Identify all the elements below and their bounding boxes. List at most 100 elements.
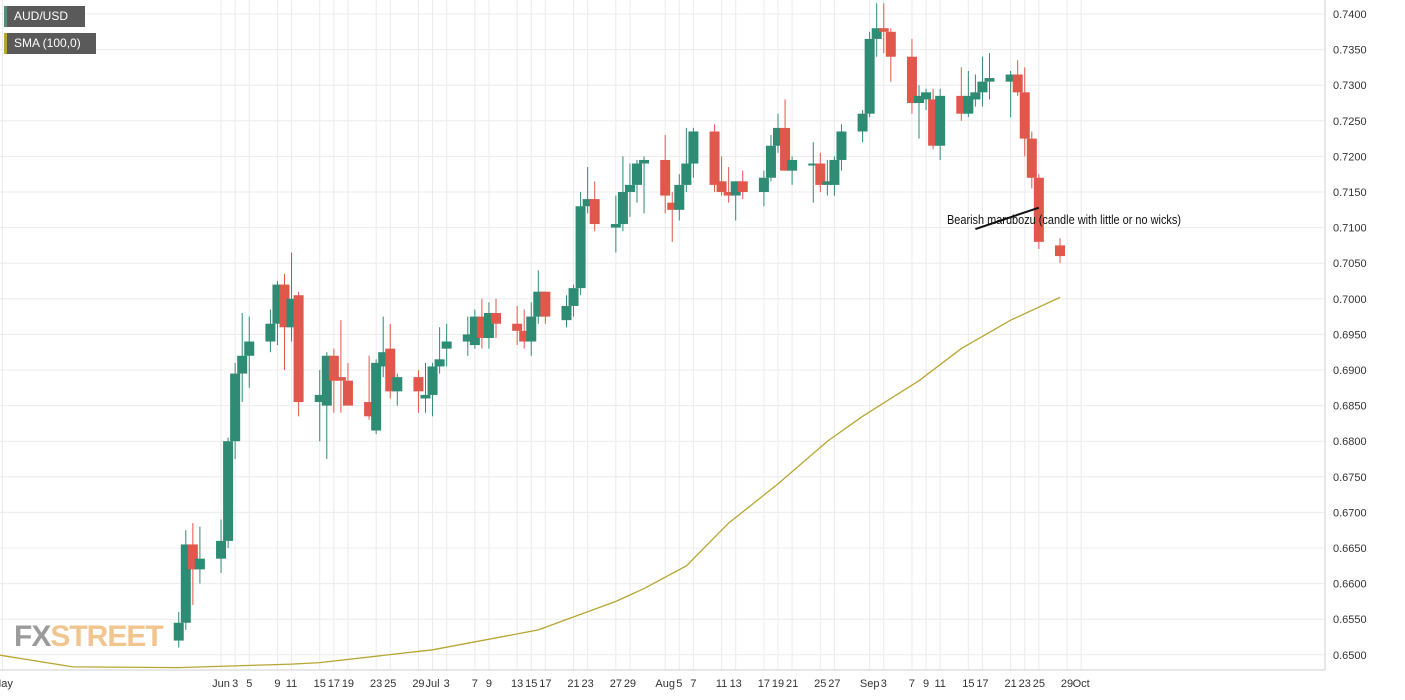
candle-body xyxy=(857,113,868,132)
symbol-legend: AUD/USD xyxy=(4,6,85,27)
bullish-candle xyxy=(1005,70,1016,118)
bullish-candle xyxy=(378,316,389,378)
bullish-candle xyxy=(688,127,699,178)
bullish-candle xyxy=(822,159,833,196)
y-tick-label: 0.7250 xyxy=(1333,116,1367,128)
candle-body xyxy=(639,159,650,164)
candle-body xyxy=(293,295,304,403)
bullish-candle xyxy=(272,281,283,346)
candle-body xyxy=(180,544,191,623)
candle-body xyxy=(935,95,946,146)
x-tick-label: 21 xyxy=(786,678,798,690)
bearish-candle xyxy=(956,67,967,121)
bearish-candle xyxy=(476,298,487,349)
bullish-candle xyxy=(935,88,946,160)
candle-body xyxy=(364,402,375,417)
candle-body xyxy=(723,192,734,196)
x-tick-label: 23 xyxy=(582,678,594,690)
x-tick-label: 11 xyxy=(716,678,727,690)
candle-body xyxy=(681,163,692,185)
x-tick-label: 11 xyxy=(286,678,297,690)
x-tick-label: 9 xyxy=(274,678,280,690)
annotation-pointer-line xyxy=(975,206,1040,230)
candle-body xyxy=(321,355,332,406)
y-tick-label: 0.6800 xyxy=(1333,436,1367,448)
candle-body xyxy=(970,92,981,100)
fxstreet-logo: FXSTREET xyxy=(14,620,164,654)
candle-body xyxy=(314,394,325,403)
candle-body xyxy=(864,38,875,114)
candle-body xyxy=(187,544,198,570)
symbol-swatch xyxy=(4,6,7,27)
bullish-candle xyxy=(568,284,579,317)
bullish-candle xyxy=(286,252,297,342)
x-tick-label: Aug xyxy=(655,678,675,690)
bullish-candle xyxy=(194,526,205,584)
candle-body xyxy=(914,95,924,103)
candle-body xyxy=(730,181,741,196)
y-tick-label: 0.7300 xyxy=(1333,80,1367,92)
bullish-candle xyxy=(674,174,685,221)
x-tick-label: 29 xyxy=(1061,678,1073,690)
candle-body xyxy=(589,199,600,225)
candle-body xyxy=(476,316,487,338)
candle-body xyxy=(378,352,389,367)
bearish-candle xyxy=(1055,238,1065,264)
candle-body xyxy=(441,341,452,349)
candle-body xyxy=(462,334,473,342)
candle-body xyxy=(279,284,290,328)
sma-label: SMA (100,0) xyxy=(14,36,81,50)
candle-body xyxy=(737,181,748,192)
x-tick-label: 25 xyxy=(814,678,826,690)
x-tick-label: Jun xyxy=(212,678,230,690)
candle-body xyxy=(420,394,431,399)
sma-swatch xyxy=(4,33,7,54)
candle-body xyxy=(610,224,621,228)
candle-body xyxy=(194,558,205,570)
bullish-candle xyxy=(173,612,184,648)
bullish-candle xyxy=(836,124,847,171)
candle-body xyxy=(667,202,678,210)
symbol-label: AUD/USD xyxy=(14,9,69,23)
x-tick-label: 17 xyxy=(758,678,770,690)
candle-body xyxy=(1019,92,1030,139)
bearish-candle xyxy=(187,523,198,605)
bullish-candle xyxy=(977,56,988,107)
bullish-candle xyxy=(441,323,452,367)
bearish-candle xyxy=(364,355,375,420)
bullish-candle xyxy=(483,302,494,349)
bearish-candle xyxy=(906,38,917,114)
x-tick-label: 13 xyxy=(511,678,523,690)
bearish-candle xyxy=(723,167,734,203)
y-tick-label: 0.6600 xyxy=(1333,579,1367,591)
bullish-candle xyxy=(970,74,981,107)
y-tick-label: 0.6900 xyxy=(1333,365,1367,377)
x-tick-label: 23 xyxy=(1019,678,1031,690)
bearish-candle xyxy=(413,370,424,413)
y-tick-label: 0.7200 xyxy=(1333,151,1367,163)
candle-body xyxy=(469,316,480,346)
bearish-candle xyxy=(709,124,720,192)
candle-body xyxy=(928,99,939,146)
candle-body xyxy=(371,362,382,431)
bullish-candle xyxy=(681,127,692,192)
bearish-candle xyxy=(589,181,600,232)
x-tick-label: 25 xyxy=(1033,678,1045,690)
bullish-candle xyxy=(829,156,840,196)
y-tick-label: 0.7150 xyxy=(1333,187,1367,199)
bullish-candle xyxy=(244,316,255,388)
candle-body xyxy=(963,95,974,114)
candle-body xyxy=(624,184,635,192)
candle-body xyxy=(660,159,671,196)
bearish-candle xyxy=(385,323,396,399)
candle-body xyxy=(815,163,826,185)
candle-body xyxy=(434,359,445,367)
bullish-candle xyxy=(392,373,403,406)
candle-body xyxy=(977,81,988,93)
x-tick-label: 19 xyxy=(772,678,784,690)
y-tick-label: 0.6750 xyxy=(1333,472,1367,484)
bullish-candle xyxy=(639,156,650,214)
candle-body xyxy=(765,145,776,178)
